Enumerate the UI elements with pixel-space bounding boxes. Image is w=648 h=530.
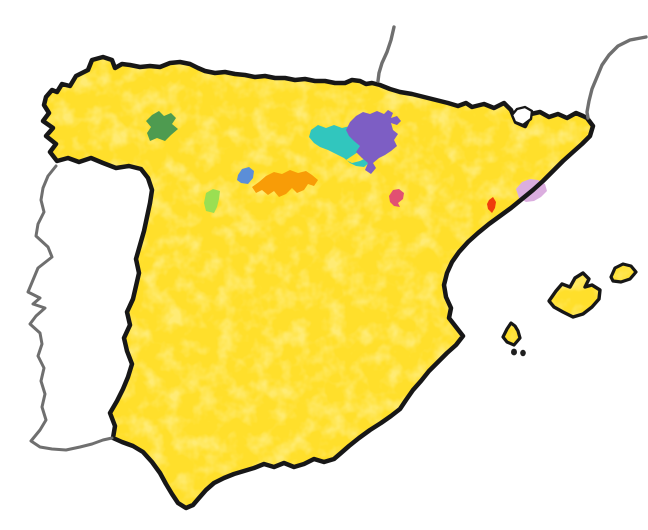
region-light-green — [204, 189, 220, 213]
region-crimson — [389, 189, 404, 207]
region-red — [487, 197, 496, 213]
islet-dot — [511, 348, 517, 356]
france-mediterranean-coastline — [585, 35, 648, 120]
land-texture — [43, 57, 636, 508]
region-blue — [237, 167, 254, 184]
portugal-coastline — [26, 164, 114, 452]
islet-dot — [520, 349, 526, 357]
andorra-enclave — [510, 105, 534, 127]
region-green — [146, 111, 178, 141]
formentera-islets — [511, 348, 526, 357]
region-purple — [346, 110, 401, 174]
region-orange — [252, 170, 318, 197]
france-atlantic-coastline — [376, 25, 396, 83]
